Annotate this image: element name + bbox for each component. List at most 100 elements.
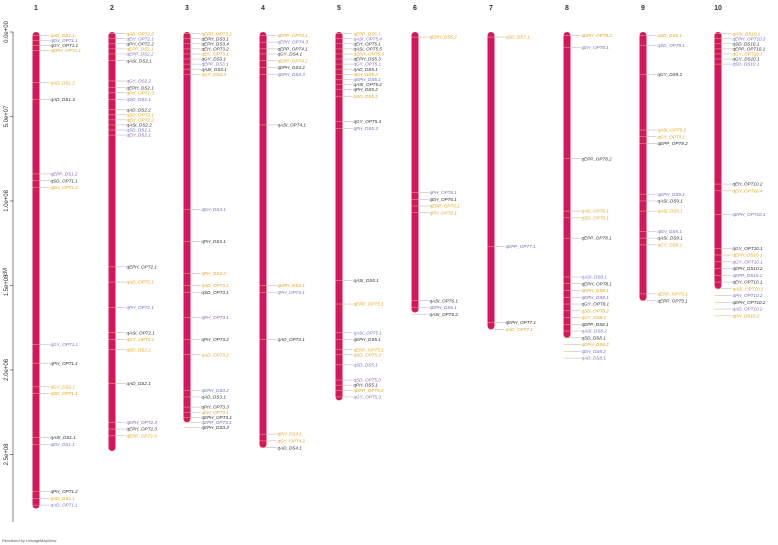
- chromosome-label: 10: [714, 5, 722, 12]
- qtl-label: qASI_OPT5.5: [354, 46, 383, 51]
- chromosome-9: 9 qSD_DS9.1 qSD_OPT9.1 qGY_DS9.2 qASI_OPT9.2…: [639, 5, 689, 303]
- qtl-label: qASI_DS2.1: [127, 58, 153, 63]
- qtl-label: qGY_OPT5.3: [354, 395, 382, 400]
- chromosome-bar: [259, 32, 267, 448]
- qtl-label: qGY_OPT9.1: [658, 134, 686, 139]
- qtl-label: qEPP_OPT9.1: [658, 291, 689, 296]
- qtl-label: qSD_DS10.1: [733, 62, 760, 67]
- chromosome-bar: [563, 32, 571, 338]
- chromosome-label: 9: [641, 5, 645, 12]
- qtl-label: qGY_OPT10.1: [733, 52, 764, 57]
- qtl-label: qEPP_DS3.1: [202, 62, 230, 67]
- qtl-label: qEPH_DS10.1: [733, 253, 763, 258]
- qtl-label: qGY_OPT10.1: [733, 246, 764, 251]
- qtl-label: qEH_DS2.1: [127, 133, 152, 138]
- qtl-label: qEPP_OPT3.1: [202, 420, 233, 425]
- qtl-label: qSD_DS5.1: [354, 362, 379, 367]
- qtl-label: qEH_OPT3.1: [202, 52, 230, 57]
- qtl-label: qASI_DS8.2: [582, 329, 608, 334]
- y-tick-label: 0.0e+00: [4, 20, 10, 43]
- qtl-label: qAD_DS1.3: [51, 97, 76, 102]
- qtl-label: qEH_OPT1.2: [51, 185, 79, 190]
- qtl-label: qEH_DS5.2: [354, 72, 379, 77]
- qtl-label: qEPH_OPT2.3: [127, 427, 158, 432]
- qtl-label: qASI_DS9.1: [658, 209, 684, 214]
- qtl-label: qEPH_DS3.3: [202, 425, 230, 430]
- qtl-label: qSD_OPT1.1: [51, 178, 79, 183]
- y-axis-ticks: 0.0e+00 5.0e+07 1.0e+08 1.5e+08 2.0e+08 2.5e+…: [4, 20, 13, 465]
- chromosome-label: 1: [34, 5, 38, 12]
- y-tick-label: 5.0e+07: [4, 105, 10, 128]
- qtl-label: qEPP_OPT4.1: [278, 33, 309, 38]
- chromosome-6: 6 qEPH_DS6.2 qPH_OPT6.1 qEH_OPT6.1 qEPP_OPT6…: [411, 5, 460, 317]
- qtl-label: qAD_DS1.1: [51, 33, 76, 38]
- qtl-label: qASI_DS1.1: [51, 435, 77, 440]
- qtl-label: qEH_DS1.1: [51, 442, 76, 447]
- qtl-label: qPH_OPT1.2: [51, 489, 79, 494]
- chromosome-1: 1qAD_DS1.1qEH_OPT1.1qGY_OPT1.1qEPH_OPT1.…: [32, 5, 82, 509]
- qtl-label: qEH_OPT10.2: [733, 182, 763, 187]
- qtl-label: qEPP_OPT8.1: [582, 236, 613, 241]
- y-tick-label: 2.5e+08: [4, 443, 10, 466]
- qtl-label: qPH_OPT2.1: [127, 305, 155, 310]
- chromosome-bar: [487, 32, 495, 330]
- qtl-label: qEPP_DS1.2: [51, 172, 79, 177]
- qtl-label: qEH_OPT5.1: [354, 41, 382, 46]
- qtl-label: qASI_DS9.1: [658, 199, 684, 204]
- qtl-label: qEPH_OPT10.2: [733, 300, 766, 305]
- y-tick-label: 1.5e+08: [4, 274, 10, 297]
- chromosome-3: 3qEPP_OPT3.2qEPH_DS3.1qEPH_DS3.4qEH_OPT3…: [183, 5, 233, 430]
- qtl-label: qPH_DS5.2: [354, 87, 379, 92]
- qtl-label: qASI_OPT6.1: [430, 298, 459, 303]
- qtl-label: qEH_DS8.2: [582, 349, 607, 354]
- qtl-label: qASI_DS9.1: [658, 236, 684, 241]
- qtl-label: qAD_OPT3.2: [202, 352, 230, 357]
- qtl-label: qSD_DS5.2: [354, 94, 379, 99]
- qtl-label: qPH_OPT3.2: [202, 337, 230, 342]
- qtl-label: qSD_OPT8.2: [582, 308, 610, 313]
- qtl-label: qEPH_DS5.1: [354, 337, 382, 342]
- qtl-label: qEPH_DS2.1: [127, 85, 155, 90]
- qtl-label: qSD_DS8.1: [582, 335, 607, 340]
- qtl-label: qEH_DS9.1: [658, 229, 683, 234]
- qtl-label: qEPP_DS2.2: [127, 52, 155, 57]
- qtl-label: qPH_DS5.3: [354, 126, 379, 131]
- chromosome-7: 7 qSD_DS7.1 qEPP_OPT7.1 qEPH_OPT7.1 qAD_OPT7…: [487, 5, 536, 332]
- qtl-label: qAD_OPT7.1: [506, 327, 534, 332]
- chromosome-bar: [183, 32, 191, 423]
- qtl-label: qEPH_DS8.1: [582, 295, 610, 300]
- qtl-label: qAD_OPT2.2: [127, 31, 155, 36]
- chromosome-bar: [411, 32, 419, 313]
- qtl-label: qEPH_OPT8.2: [582, 33, 613, 38]
- qtl-label: qEH_OPT10.1: [733, 280, 763, 285]
- qtl-label: qPH_OPT2.3: [127, 90, 155, 95]
- qtl-label: qGY_OPT5.4: [354, 119, 382, 124]
- y-tick-label: 2.0e+08: [4, 358, 10, 381]
- qtl-label: qEPP_OPT9.1: [658, 298, 689, 303]
- qtl-label: qSD_DS2.1: [127, 347, 152, 352]
- qtl-label: qEPP_OPT5.1: [354, 302, 385, 307]
- qtl-label: qSD_OPT1.1: [51, 391, 79, 396]
- qtl-label: qEPP_OPT3.2: [202, 31, 233, 36]
- qtl-label: qGY_DS3.3: [202, 72, 227, 77]
- qtl-label: qEPH_DS3.4: [202, 41, 230, 46]
- qtl-label: qEPH_OPT1.1: [51, 48, 82, 53]
- chromosome-label: 4: [261, 5, 265, 12]
- qtl-label: qEPH_DS5.1: [354, 77, 382, 82]
- y-axis-label: cM: [3, 268, 9, 276]
- qtl-label: qASI_OPT6.2: [430, 312, 459, 317]
- qtl-label: qGY_OPT10.1: [733, 259, 764, 264]
- qtl-label: qPH_DS5.1: [354, 383, 379, 388]
- qtl-label: qSD_DS2.1: [127, 128, 152, 133]
- qtl-label: qPH_DS4.1: [278, 432, 303, 437]
- qtl-label: qEPH_OPT4.3: [278, 40, 309, 45]
- qtl-label: qSD_OPT3.1: [202, 290, 230, 295]
- qtl-label: qAD_DS5.1: [354, 67, 379, 72]
- chromosome-label: 3: [185, 5, 189, 12]
- qtl-label: qEPP_OPT5.1: [354, 347, 385, 352]
- qtl-label: qEH_OPT2.1: [127, 36, 155, 41]
- qtl-label: qEPH_OPT3.1: [202, 415, 233, 420]
- qtl-label: qEPH_OPT10.3: [733, 36, 766, 41]
- qtl-label: qEPH_DS9.1: [658, 192, 686, 197]
- qtl-label: qPH_OPT3.1: [202, 315, 230, 320]
